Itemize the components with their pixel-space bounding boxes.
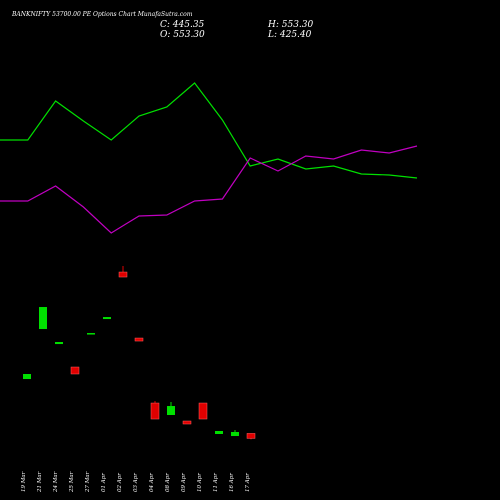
stat-close: C: 445.35 [160,20,205,30]
x-tick-label: 27 Mar [85,471,91,493]
x-tick-label: 21 Mar [37,471,43,493]
candle-body [182,420,192,425]
stat-low: L: 425.40 [267,30,312,40]
candle-body [70,366,80,375]
candle-body [55,342,63,345]
x-tick-label: 04 Apr [149,473,155,492]
x-tick-label: 01 Apr [101,473,107,492]
candle-body [23,373,31,380]
x-tick-label: 09 Apr [181,473,187,492]
x-tick-label: 19 Mar [21,471,27,492]
x-tick-label: 03 Apr [133,473,139,492]
x-tick-label: 16 Apr [229,473,235,492]
candle-body [231,432,239,437]
candle-body [39,307,47,330]
candle-body [103,317,111,320]
x-tick-label: 17 Apr [245,473,251,492]
candle-body [118,271,128,278]
indicator-line [0,145,418,234]
candle-body [134,337,144,342]
x-tick-label: 24 Mar [53,471,59,493]
stat-high: H: 553.30 [267,20,314,30]
stat-open: O: 553.30 [160,30,205,40]
x-tick-label: 10 Apr [197,473,203,492]
x-tick-label: 08 Apr [165,473,171,492]
candle-body [167,406,175,415]
candle-body [87,333,95,335]
candle-body [246,433,256,439]
x-tick-label: 25 Mar [69,471,75,493]
candle-body [215,430,223,434]
x-tick-label: 11 Apr [213,473,219,492]
indicator-line [0,82,418,179]
x-tick-label: 02 Apr [117,473,123,492]
candle-body [150,402,160,420]
candle-body [198,402,208,420]
chart-title: BANKNIFTY 53700.00 PE Options Chart Muna… [11,11,193,18]
